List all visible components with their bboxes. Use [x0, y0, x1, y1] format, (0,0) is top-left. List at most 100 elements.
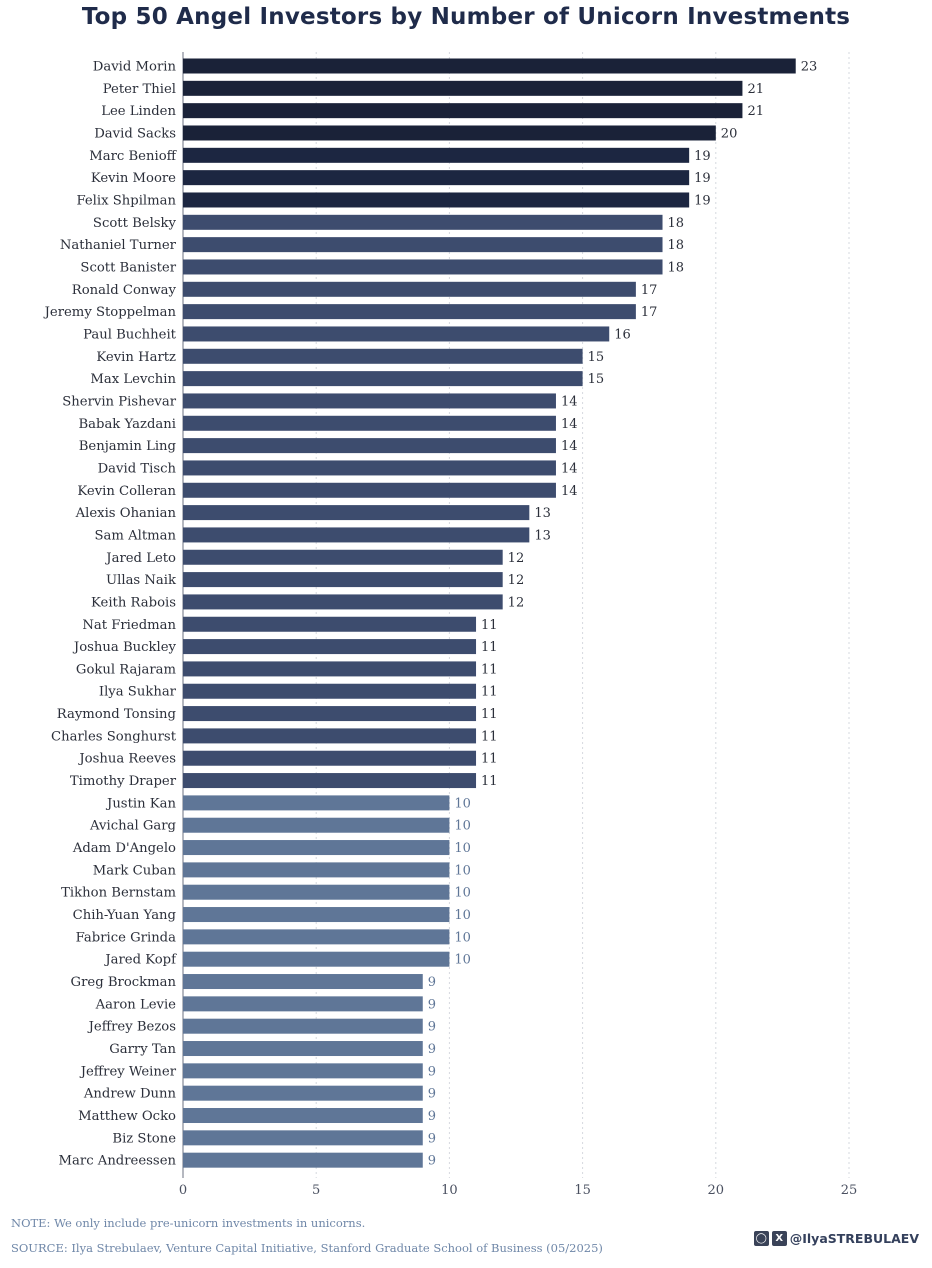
bar: [183, 929, 450, 945]
value-label: 18: [668, 260, 685, 275]
category-label: Fabrice Grinda: [76, 930, 176, 945]
x-icon[interactable]: X: [771, 1231, 787, 1246]
value-label: 13: [534, 528, 551, 543]
value-label: 9: [428, 1042, 436, 1057]
category-label: Jared Leto: [104, 551, 176, 566]
category-label: Kevin Moore: [91, 171, 176, 186]
value-label: 13: [534, 506, 551, 521]
bar: [183, 706, 477, 722]
bar: [183, 1152, 423, 1168]
category-label: David Morin: [93, 60, 177, 75]
category-label: Gokul Rajaram: [76, 662, 177, 677]
category-label: Sam Altman: [95, 528, 177, 543]
category-label: Raymond Tonsing: [57, 707, 177, 722]
bar: [183, 840, 450, 856]
bar: [183, 974, 423, 990]
x-tick-label: 20: [708, 1183, 725, 1198]
value-label: 19: [694, 149, 711, 164]
bar: [183, 170, 690, 186]
category-label: Charles Songhurst: [51, 729, 177, 744]
bar: [183, 103, 743, 119]
value-label: 9: [428, 1020, 436, 1035]
category-label: David Tisch: [98, 461, 177, 476]
value-label: 19: [694, 171, 711, 186]
x-tick-label: 25: [841, 1183, 858, 1198]
chart-title: Top 50 Angel Investors by Number of Unic…: [81, 4, 851, 30]
value-label: 19: [694, 193, 711, 208]
category-label: Greg Brockman: [71, 975, 177, 990]
source-text: SOURCE: Ilya Strebulaev, Venture Capital…: [11, 1241, 603, 1255]
bar: [183, 460, 556, 476]
category-label: Mark Cuban: [93, 863, 177, 878]
category-label: Adam D'Angelo: [72, 841, 176, 856]
value-label: 9: [428, 1131, 436, 1146]
bar: [183, 1063, 423, 1079]
value-label: 9: [428, 975, 436, 990]
x-tick-label: 10: [441, 1183, 458, 1198]
bar: [183, 326, 610, 342]
bar: [183, 527, 530, 543]
bar: [183, 1130, 423, 1146]
category-label: Alexis Ohanian: [75, 506, 177, 521]
bar: [183, 862, 450, 878]
value-label: 18: [668, 216, 685, 231]
category-label: Benjamin Ling: [79, 439, 177, 454]
category-label: Kevin Hartz: [96, 350, 176, 365]
bar: [183, 125, 716, 141]
bar: [183, 281, 636, 297]
handle-label[interactable]: @IlyaSTREBULAEV: [789, 1231, 919, 1246]
value-label: 9: [428, 1087, 436, 1102]
bar: [183, 1108, 423, 1124]
category-label: Justin Kan: [105, 796, 176, 811]
category-label: Jared Kopf: [103, 953, 177, 968]
bar: [183, 549, 503, 565]
category-label: Felix Shpilman: [76, 193, 176, 208]
category-label: Shervin Pishevar: [62, 394, 176, 409]
bars: [183, 58, 796, 1168]
category-label: Matthew Ocko: [78, 1109, 176, 1124]
value-label: 11: [481, 774, 498, 789]
category-label: Tikhon Bernstam: [61, 886, 176, 901]
category-label: Ullas Naik: [106, 573, 177, 588]
value-label: 12: [508, 595, 525, 610]
category-label: Aaron Levie: [95, 997, 177, 1012]
value-label: 15: [588, 372, 605, 387]
category-label: Max Levchin: [90, 372, 176, 387]
category-label: Scott Banister: [80, 260, 176, 275]
instagram-icon[interactable]: ◯: [753, 1231, 769, 1246]
bar: [183, 795, 450, 811]
value-label: 11: [481, 707, 498, 722]
bar: [183, 482, 556, 498]
labels: 0 5 10 15 20 25 David Morin 23 Peter Thiel 21 Lee …: [43, 60, 858, 1199]
note-text: NOTE: We only include pre-unicorn invest…: [11, 1216, 366, 1230]
value-label: 11: [481, 685, 498, 700]
category-label: Babak Yazdani: [78, 417, 176, 432]
value-label: 10: [454, 796, 471, 811]
value-label: 11: [481, 729, 498, 744]
value-label: 9: [428, 1154, 436, 1169]
bar: [183, 884, 450, 900]
category-label: Jeffrey Weiner: [79, 1064, 177, 1079]
bar: [183, 996, 423, 1012]
value-label: 10: [454, 930, 471, 945]
value-label: 17: [641, 283, 658, 298]
category-label: David Sacks: [94, 126, 176, 141]
value-label: 10: [454, 819, 471, 834]
category-label: Chih-Yuan Yang: [73, 908, 177, 923]
category-label: Nathaniel Turner: [60, 238, 177, 253]
category-label: Joshua Reeves: [77, 752, 176, 767]
value-label: 9: [428, 1109, 436, 1124]
bar: [183, 371, 583, 387]
value-label: 15: [588, 350, 605, 365]
value-label: 21: [747, 82, 764, 97]
bar: [183, 192, 690, 208]
social-handle[interactable]: ◯ X @IlyaSTREBULAEV: [753, 1231, 919, 1246]
bar: [183, 393, 556, 409]
bar: [183, 438, 556, 454]
bar: [183, 773, 477, 789]
value-label: 23: [801, 60, 818, 75]
value-label: 16: [614, 327, 631, 342]
category-label: Marc Andreessen: [59, 1154, 177, 1169]
value-label: 14: [561, 417, 578, 432]
bar: [183, 907, 450, 923]
